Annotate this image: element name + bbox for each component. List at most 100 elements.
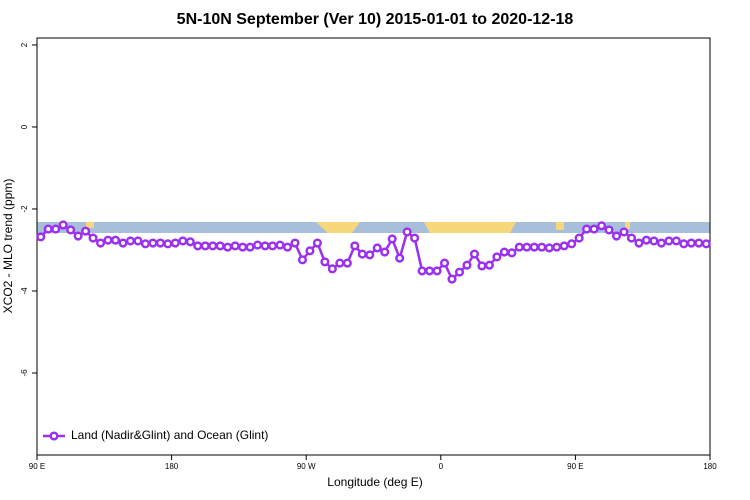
data-point xyxy=(81,226,91,236)
data-point xyxy=(118,238,128,248)
data-point xyxy=(387,234,397,244)
y-tick-label: -4 xyxy=(20,287,29,295)
legend-label: Land (Nadir&Glint) and Ocean (Glint) xyxy=(71,428,268,442)
data-point xyxy=(327,264,337,274)
data-point xyxy=(275,240,285,250)
data-point xyxy=(641,235,651,245)
data-point xyxy=(619,227,629,237)
data-point xyxy=(462,260,472,270)
x-tick-label: 0 xyxy=(439,462,444,471)
data-point xyxy=(477,261,487,271)
data-point xyxy=(245,242,255,252)
data-point xyxy=(604,225,614,235)
x-tick-label: 90 E xyxy=(29,462,45,471)
data-point xyxy=(410,233,420,243)
data-point xyxy=(193,241,203,251)
x-tick-label: 90 E xyxy=(567,462,583,471)
data-point xyxy=(522,242,532,252)
x-tick-label: 180 xyxy=(703,462,717,471)
data-point xyxy=(701,239,711,249)
y-tick-label: -6 xyxy=(20,369,29,377)
data-point xyxy=(589,224,599,234)
data-point xyxy=(454,267,465,277)
data-point xyxy=(529,242,539,252)
data-point xyxy=(649,236,659,246)
data-point xyxy=(133,236,143,246)
x-axis-label: Longitude (deg E) xyxy=(327,475,422,489)
data-point xyxy=(469,249,480,259)
data-point xyxy=(163,239,173,249)
data-point xyxy=(178,236,188,246)
data-point xyxy=(335,258,345,268)
data-point xyxy=(148,238,158,248)
data-point xyxy=(552,242,562,252)
data-point xyxy=(51,224,61,234)
data-point xyxy=(514,242,524,252)
data-point xyxy=(58,220,68,230)
data-point xyxy=(140,239,150,249)
data-point xyxy=(432,266,442,276)
data-point xyxy=(499,247,509,257)
y-tick-label: 2 xyxy=(20,42,29,47)
data-point xyxy=(544,243,554,253)
data-point xyxy=(380,247,390,257)
data-point xyxy=(439,258,450,268)
data-point xyxy=(417,266,427,276)
x-tick-label: 90 W xyxy=(297,462,316,471)
data-point xyxy=(395,253,405,263)
data-point xyxy=(312,238,322,248)
data-point xyxy=(297,255,308,265)
data-point xyxy=(282,242,293,252)
data-point xyxy=(208,241,218,251)
data-point xyxy=(320,257,330,267)
data-point xyxy=(484,260,494,270)
data-point xyxy=(200,241,210,251)
data-point xyxy=(671,236,681,246)
data-point xyxy=(574,233,584,243)
data-point xyxy=(694,238,704,248)
data-point xyxy=(96,238,106,248)
x-tick-label: 180 xyxy=(165,462,179,471)
data-point xyxy=(425,266,435,276)
data-point xyxy=(402,227,412,237)
data-point xyxy=(350,241,360,251)
map-strip xyxy=(37,222,710,233)
data-point xyxy=(365,250,375,260)
data-point xyxy=(686,238,696,248)
data-point xyxy=(447,274,457,284)
y-tick-label: 0 xyxy=(20,124,29,129)
data-point xyxy=(357,249,367,259)
data-point xyxy=(125,236,136,246)
data-point xyxy=(66,225,76,235)
data-point xyxy=(223,242,233,252)
data-point xyxy=(215,241,225,251)
chart-title: 5N-10N September (Ver 10) 2015-01-01 to … xyxy=(177,11,574,28)
data-point xyxy=(634,238,644,248)
data-point xyxy=(88,233,98,243)
data-point xyxy=(43,224,53,234)
data-point xyxy=(611,231,622,241)
data-point xyxy=(73,231,83,241)
data-point xyxy=(185,237,195,247)
data-point xyxy=(597,221,607,231)
data-point xyxy=(290,238,300,248)
data-point xyxy=(268,241,278,251)
data-point xyxy=(170,238,180,248)
data-point xyxy=(155,238,165,248)
data-point xyxy=(260,241,270,251)
data-point xyxy=(305,246,315,256)
data-point xyxy=(238,242,248,252)
data-point xyxy=(342,258,352,268)
data-point xyxy=(110,235,121,245)
data-point xyxy=(656,238,666,248)
data-point xyxy=(537,242,547,252)
data-point xyxy=(664,236,674,246)
data-point xyxy=(559,241,569,251)
data-point xyxy=(253,240,263,250)
y-axis-label: XCO2 - MLO trend (ppm) xyxy=(1,179,15,314)
data-point xyxy=(582,224,592,234)
plot-frame xyxy=(36,37,711,456)
data-point xyxy=(372,243,382,253)
data-point xyxy=(36,232,46,242)
